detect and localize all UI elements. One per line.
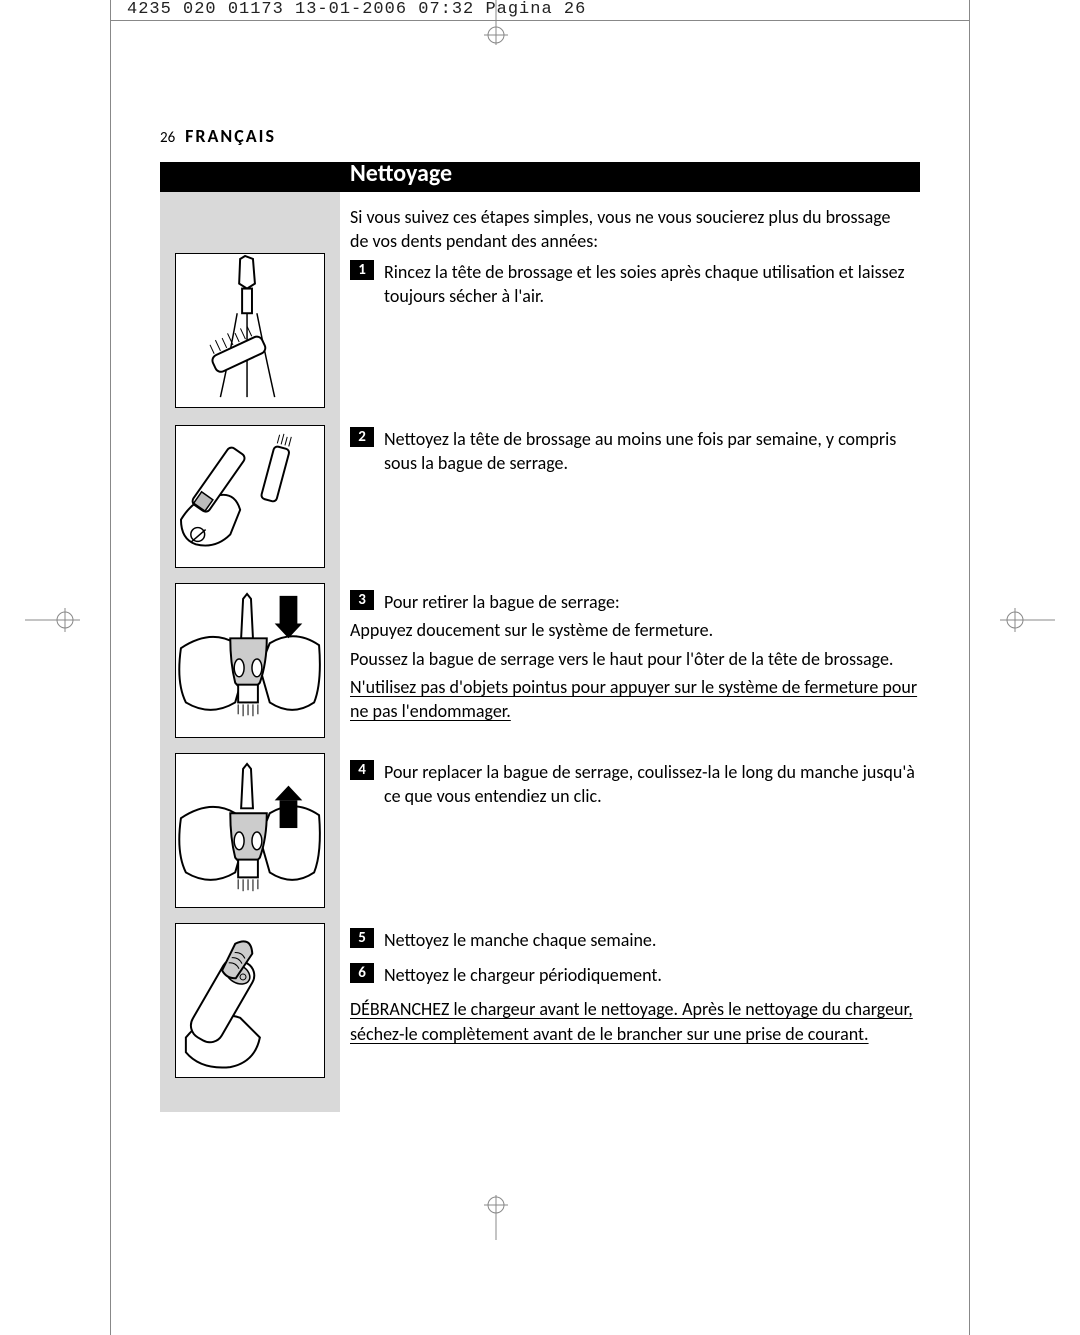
step-3-line2: Poussez la bague de serrage vers le haut…: [350, 647, 920, 671]
step-2: 2 Nettoyez la tête de brossage au moins …: [350, 427, 920, 476]
step-1-text: Rincez la tête de brossage et les soies …: [384, 260, 920, 309]
intro-text: Si vous suivez ces étapes simples, vous …: [350, 205, 905, 254]
illustration-1: [175, 253, 325, 408]
header-meta: 4235 020 01173 13-01-2006 07:32 Pagina 2…: [125, 0, 588, 19]
step-6-warning: DÉBRANCHEZ le chargeur avant le nettoyag…: [350, 997, 920, 1046]
crop-mark-bottom: [476, 1195, 516, 1240]
step-1: 1 Rincez la tête de brossage et les soie…: [350, 260, 920, 309]
step-4-text: Pour replacer la bague de serrage, couli…: [384, 760, 920, 809]
illustration-5: [175, 923, 325, 1078]
step-3-title: Pour retirer la bague de serrage:: [384, 590, 920, 614]
step-badge-4: 4: [350, 760, 374, 780]
step-3: 3 Pour retirer la bague de serrage: Appu…: [350, 590, 920, 723]
section-bar: [160, 162, 920, 192]
step-6-text: Nettoyez le chargeur périodiquement.: [384, 963, 920, 987]
step-3-note: N'utilisez pas d'objets pointus pour app…: [350, 675, 920, 724]
step-3-line1: Appuyez doucement sur le système de ferm…: [350, 618, 920, 642]
header-rule: [110, 20, 970, 21]
crop-mark-top: [476, 0, 516, 45]
step-4: 4 Pour replacer la bague de serrage, cou…: [350, 760, 920, 809]
step-6: 6 Nettoyez le chargeur périodiquement. D…: [350, 963, 920, 1046]
crop-mark-right: [1000, 600, 1055, 640]
illustration-4: [175, 753, 325, 908]
step-badge-5: 5: [350, 928, 374, 948]
step-5: 5 Nettoyez le manche chaque semaine.: [350, 928, 920, 952]
page-header: 26 FRANÇAIS: [160, 125, 276, 147]
step-badge-1: 1: [350, 260, 374, 280]
step-2-text: Nettoyez la tête de brossage au moins un…: [384, 427, 920, 476]
illustration-2: [175, 425, 325, 568]
step-badge-6: 6: [350, 963, 374, 983]
section-title: Nettoyage: [350, 159, 452, 188]
language-label: FRANÇAIS: [185, 125, 276, 147]
illustration-3: [175, 583, 325, 738]
step-5-text: Nettoyez le manche chaque semaine.: [384, 928, 920, 952]
page-number: 26: [160, 129, 175, 147]
step-badge-3: 3: [350, 590, 374, 610]
step-badge-2: 2: [350, 427, 374, 447]
crop-mark-left: [25, 600, 80, 640]
